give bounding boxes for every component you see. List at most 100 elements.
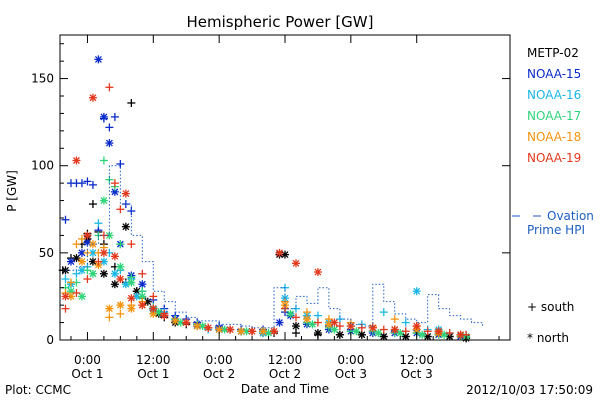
- marker-north-1-5: [105, 139, 114, 148]
- marker-north-0-16: [281, 250, 289, 259]
- marker-north-4-13: [259, 327, 268, 336]
- marker-north-0-6: [121, 222, 130, 231]
- marker-north-5-20: [330, 318, 339, 327]
- marker-south-5-25: [445, 329, 454, 338]
- marker-south-4-18: [302, 308, 311, 317]
- marker-south-2-0: [61, 275, 70, 283]
- marker-south-2-16: [313, 311, 322, 320]
- marker-south-5-3: [94, 257, 103, 266]
- marker-north-3-20: [418, 330, 427, 339]
- marker-north-5-19: [313, 268, 322, 277]
- y-axis-label: P [GW]: [5, 170, 19, 212]
- x-axis-label: Date and Time: [241, 382, 329, 396]
- footer-timestamp: 2012/10/03 17:50:09: [466, 383, 593, 397]
- marker-south-3-2: [83, 266, 92, 275]
- legend-item-0: METP-02: [527, 46, 579, 60]
- marker-north-5-14: [226, 325, 235, 334]
- marker-north-3-14: [286, 309, 295, 318]
- legend-ovation-line2: Prime HPI: [527, 223, 585, 237]
- x-tick-time-5: 12:00: [399, 353, 434, 367]
- marker-north-0-4: [99, 269, 108, 278]
- marker-south-5-18: [291, 313, 300, 322]
- marker-north-5-4: [99, 248, 108, 257]
- marker-north-5-6: [116, 275, 125, 283]
- marker-north-1-4: [99, 112, 108, 121]
- marker-north-5-23: [390, 325, 399, 334]
- marker-north-4-15: [302, 315, 311, 324]
- marker-north-1-9: [138, 280, 147, 289]
- marker-south-1-9: [110, 112, 119, 121]
- marker-north-3-3: [99, 196, 108, 205]
- marker-north-2-4: [110, 269, 119, 278]
- marker-south-2-1: [72, 269, 81, 278]
- marker-north-0-5: [110, 280, 119, 289]
- x-tick-time-1: 12:00: [136, 353, 171, 367]
- x-tick-date-2: Oct 2: [203, 367, 235, 381]
- x-tick-date-1: Oct 1: [137, 367, 169, 381]
- marker-north-5-18: [291, 259, 300, 268]
- marker-north-0-19: [335, 330, 344, 339]
- marker-north-4-16: [324, 320, 333, 329]
- marker-south-0-4: [88, 200, 97, 209]
- legend-ovation-line1: Ovation: [547, 209, 594, 223]
- marker-north-0-22: [401, 332, 410, 341]
- marker-north-5-9: [138, 301, 147, 310]
- marker-south-5-24: [423, 327, 432, 336]
- marker-south-1-0: [61, 215, 70, 224]
- marker-south-5-22: [379, 325, 388, 334]
- marker-north-3-17: [352, 327, 361, 336]
- marker-north-1-2: [83, 238, 92, 247]
- marker-south-1-4: [83, 177, 92, 186]
- marker-north-4-12: [237, 327, 246, 336]
- y-tick-label-0: 0: [46, 333, 54, 347]
- legend-item-1: NOAA-15: [527, 67, 581, 81]
- marker-south-5-20: [335, 322, 344, 331]
- marker-north-5-26: [456, 330, 465, 339]
- marker-north-4-6: [127, 304, 136, 313]
- footer-plot-source: Plot: CCMC: [5, 383, 71, 397]
- legend-item-2: NOAA-16: [527, 88, 581, 102]
- marker-north-5-24: [412, 322, 421, 331]
- marker-south-0-9: [127, 98, 136, 107]
- marker-north-4-5: [116, 301, 125, 310]
- marker-north-4-1: [77, 257, 86, 266]
- marker-north-3-1: [77, 292, 86, 301]
- y-tick-label-1: 50: [39, 246, 54, 260]
- marker-south-5-2: [83, 275, 92, 283]
- legend-item-4: NOAA-18: [527, 130, 581, 144]
- data-markers: [58, 55, 471, 343]
- marker-north-5-1: [72, 156, 81, 165]
- marker-south-4-3: [77, 234, 86, 243]
- x-tick-time-0: 0:00: [74, 353, 101, 367]
- marker-north-5-2: [83, 231, 92, 240]
- marker-south-5-1: [72, 288, 81, 297]
- marker-north-0-18: [313, 329, 322, 338]
- y-axis-ticks: 0 50 100 150: [31, 43, 510, 347]
- marker-south-5-23: [401, 327, 410, 336]
- marker-south-5-6: [110, 179, 119, 188]
- legend-item-3: NOAA-17: [527, 109, 581, 123]
- marker-south-5-0: [61, 304, 70, 313]
- x-tick-date-5: Oct 3: [401, 367, 433, 381]
- marker-north-3-2: [88, 269, 97, 278]
- marker-south-5-19: [313, 318, 322, 327]
- y-tick-label-2: 100: [31, 159, 54, 173]
- marker-north-3-16: [330, 325, 339, 334]
- marker-south-5-5: [105, 83, 114, 92]
- marker-south-1-5: [88, 180, 97, 189]
- marker-legend-south: + south: [527, 300, 574, 314]
- marker-north-4-8: [149, 309, 158, 318]
- marker-north-5-15: [248, 327, 257, 336]
- x-tick-time-4: 0:00: [337, 353, 364, 367]
- marker-north-5-25: [434, 327, 443, 336]
- x-tick-time-3: 12:00: [268, 353, 303, 367]
- marker-south-2-19: [379, 308, 388, 317]
- marker-north-5-0: [61, 292, 70, 301]
- marker-north-4-4: [105, 304, 114, 313]
- marker-south-5-10: [149, 292, 158, 301]
- marker-north-3-5: [116, 262, 125, 271]
- marker-north-0-1: [72, 254, 81, 263]
- marker-south-4-7: [105, 313, 114, 322]
- marker-south-2-20: [401, 318, 410, 327]
